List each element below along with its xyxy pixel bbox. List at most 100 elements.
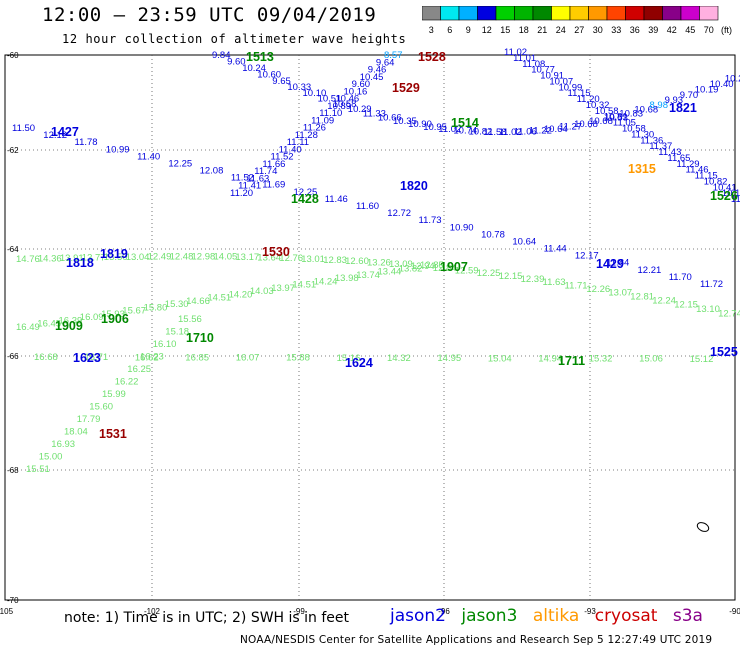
swh-value: 10.90	[408, 119, 432, 130]
colorbar-swatch	[662, 6, 682, 21]
swh-value: 11.52	[271, 152, 294, 163]
swh-value: 12.98	[192, 252, 216, 263]
swh-value: 11.01	[513, 53, 536, 64]
swh-value: 11.15	[568, 88, 591, 99]
jason2-pass-label: 1427	[51, 125, 79, 139]
longitude-label: -96	[438, 607, 450, 616]
swh-value: 11.02	[438, 124, 461, 135]
legend-altika: altika	[532, 606, 580, 626]
swh-value: 14.51	[207, 293, 231, 304]
swh-value: 12.76	[279, 253, 303, 264]
swh-value: 9.60	[352, 79, 371, 90]
swh-value: 14.24	[314, 276, 338, 287]
swh-value: 10.35	[393, 116, 417, 127]
swh-value: 9.84	[212, 50, 231, 61]
swh-value: 14.95	[437, 353, 461, 364]
swh-value: 10.45	[360, 72, 384, 83]
swh-value: 14.32	[387, 353, 411, 364]
swh-value: 16.25	[127, 364, 151, 375]
swh-value: 14.05	[214, 252, 238, 263]
jason3-pass-label: 1906	[101, 312, 129, 326]
swh-value: 14.94	[538, 353, 562, 364]
swh-value: 13.17	[235, 252, 259, 263]
swh-value: 11.27	[559, 122, 582, 133]
swh-value: 10.78	[481, 229, 505, 240]
swh-value: 9.46	[368, 65, 387, 76]
swh-value: 14.66	[186, 296, 210, 307]
swh-value: 10.82	[704, 177, 728, 188]
map-frame	[4, 54, 736, 601]
altimeter-track: 11.0211.0111.0810.7710.9110.0710.9911.15…	[504, 47, 740, 205]
swh-value: 10.77	[531, 65, 555, 76]
colorbar-tick-label: 12	[482, 25, 492, 35]
swh-value: 12.84	[433, 263, 457, 274]
jason3-pass-label: 1514	[451, 116, 479, 130]
swh-value: 11.72	[700, 279, 723, 290]
swh-value: 11.15	[695, 171, 718, 182]
longitude-label: -105	[0, 607, 14, 616]
swh-value: 10.74	[453, 126, 477, 137]
swh-value: 10.58	[595, 106, 619, 117]
swh-value: 10.11	[722, 188, 740, 199]
swh-value: 12.25	[168, 159, 192, 170]
swh-value: 13.98	[335, 273, 359, 284]
swh-value: 13.44	[378, 267, 402, 278]
swh-value: 16.10	[153, 339, 177, 350]
swh-value: 13.91	[60, 253, 84, 264]
colorbar-swatch	[606, 6, 626, 21]
swh-value: 12.39	[521, 274, 545, 285]
jason2-pass-label: 1429	[596, 257, 624, 271]
swh-value: 12.72	[387, 208, 411, 219]
swh-value: 15.67	[122, 306, 146, 317]
jason2-pass-label: 1624	[345, 356, 373, 370]
swh-value: 13.97	[271, 283, 295, 294]
swh-value: 11.71	[565, 280, 588, 291]
swh-value: 14.36	[38, 254, 62, 265]
swh-value: 11.44	[544, 244, 567, 255]
swh-value: 11.22	[529, 126, 552, 137]
swh-value: 11.11	[287, 137, 309, 148]
swh-value: 16.45	[37, 319, 61, 330]
swh-value: 13.82	[399, 263, 423, 274]
swh-value: 12.83	[323, 255, 347, 266]
wave-height-colorbar: 3 6 9 12 15 18 21 24 27 30 33 36 39 42 45 70 (ft)	[422, 6, 732, 35]
cryosat-pass-label: 1531	[99, 427, 127, 441]
legend-s3a: s3a	[672, 606, 703, 626]
swh-value: 11.63	[246, 174, 269, 185]
swh-value: 16.85	[185, 352, 209, 363]
swh-value: 15.99	[102, 389, 126, 400]
altimeter-track: 9.849.6010.2410.609.6510.3310.1010.5110.…	[212, 50, 740, 138]
swh-value: 10.64	[544, 124, 568, 135]
credit-line: NOAA/NESDIS Center for Satellite Applica…	[240, 634, 713, 646]
longitude-label: -102	[144, 607, 161, 616]
swh-value: 9.60	[227, 57, 246, 68]
colorbar-tick-label: 24	[556, 25, 566, 35]
colorbar-tick-label: 6	[447, 25, 452, 35]
swh-value: 12.85	[420, 260, 444, 271]
swh-value: 11.28	[295, 130, 318, 141]
swh-value: 12.15	[499, 271, 523, 282]
jason2-pass-label: 1821	[669, 101, 697, 115]
colorbar-tick-label: 30	[593, 25, 603, 35]
swh-value: 11.09	[311, 115, 334, 126]
colorbar-tick-label: 39	[648, 25, 658, 35]
swh-value: 10.46	[335, 94, 359, 105]
swh-value: 12.49	[148, 252, 172, 263]
colorbar-tick-label: 21	[537, 25, 547, 35]
swh-value: 10.83	[619, 109, 643, 120]
swh-value: 11.65	[667, 153, 690, 164]
colorbar-tick-label: 27	[574, 25, 584, 35]
jason2-pass-label: 1623	[73, 351, 101, 365]
colorbar-swatch	[422, 6, 441, 21]
swh-value: 17.79	[77, 414, 101, 425]
swh-value: 16.62	[135, 352, 159, 363]
swh-value: 15.88	[286, 353, 310, 364]
swh-value: 8.57	[384, 50, 403, 61]
swh-value: 16.68	[34, 352, 58, 363]
swh-value: 15.06	[639, 354, 663, 365]
swh-value: 10.58	[622, 124, 646, 135]
colorbar-swatch	[569, 6, 589, 21]
page-subtitle: 12 hour collection of altimeter wave hei…	[62, 32, 407, 46]
swh-value: 11.63	[543, 277, 566, 288]
